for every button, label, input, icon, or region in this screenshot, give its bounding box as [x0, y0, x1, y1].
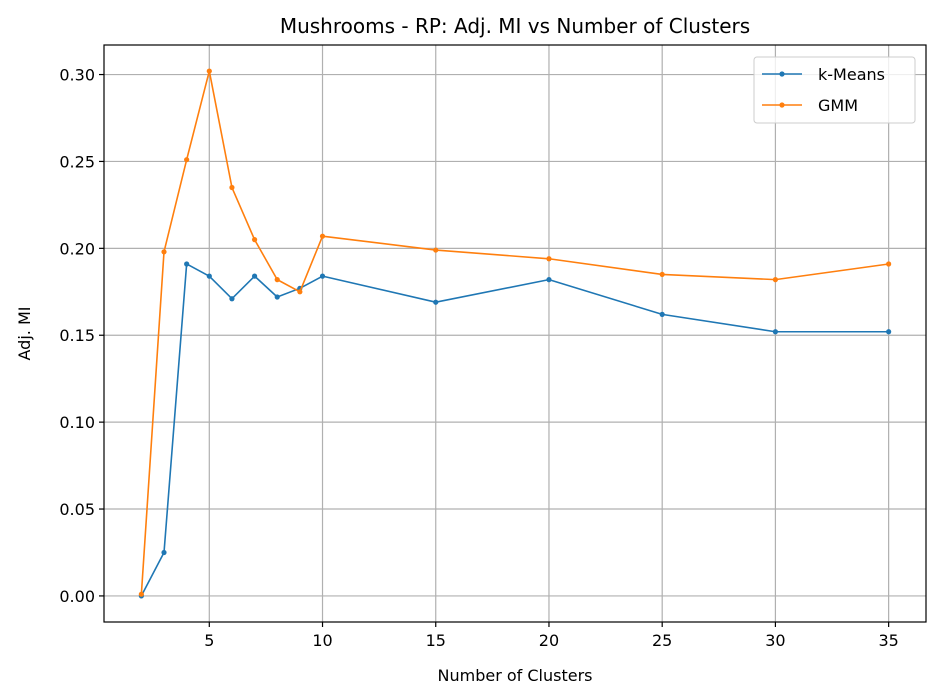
- chart-title: Mushrooms - RP: Adj. MI vs Number of Clu…: [280, 14, 750, 38]
- x-tick-label: 5: [204, 631, 214, 650]
- grid-lines: [104, 45, 926, 622]
- data-point-gmm: [546, 256, 552, 262]
- x-tick-label: 10: [312, 631, 332, 650]
- data-point-gmm: [161, 249, 167, 255]
- legend-label-k-means: k-Means: [818, 65, 885, 84]
- legend-marker-gmm: [779, 102, 785, 108]
- data-point-k-means: [546, 277, 552, 283]
- y-tick-label: 0.30: [59, 66, 95, 85]
- data-point-gmm: [184, 157, 190, 163]
- y-tick-label: 0.00: [59, 587, 95, 606]
- y-axis-title: Adj. MI: [15, 307, 34, 361]
- x-axis-title: Number of Clusters: [438, 666, 593, 685]
- x-tick-label: 30: [765, 631, 785, 650]
- data-point-k-means: [274, 294, 280, 300]
- y-tick-label: 0.20: [59, 239, 95, 258]
- data-point-gmm: [433, 247, 439, 253]
- x-tick-label: 25: [652, 631, 672, 650]
- data-point-k-means: [161, 549, 167, 556]
- data-point-gmm: [772, 277, 779, 283]
- data-point-gmm: [297, 289, 303, 295]
- series-line-k-means: [140, 263, 889, 597]
- legend-marker-k-means: [779, 71, 785, 77]
- series-line-gmm: [140, 70, 889, 595]
- data-point-k-means: [659, 311, 665, 317]
- data-point-gmm: [274, 277, 280, 283]
- x-tick-label: 15: [426, 631, 446, 650]
- data-point-gmm: [138, 591, 144, 597]
- data-point-gmm: [251, 237, 258, 243]
- tick-layer: 5 10 15 20 25 30 35 0.00 0.05 0.10 0.15 0.20 0.25 0.3…: [59, 66, 898, 650]
- legend: k-Means GMM: [753, 56, 916, 124]
- data-point-gmm: [229, 184, 235, 191]
- x-tick-label: 20: [539, 631, 559, 650]
- data-point-k-means: [772, 329, 779, 335]
- data-point-gmm: [886, 261, 892, 267]
- data-point-k-means: [886, 329, 892, 335]
- data-point-gmm: [206, 68, 212, 74]
- data-point-k-means: [251, 273, 258, 279]
- y-tick-label: 0.05: [59, 500, 95, 519]
- y-tick-label: 0.25: [59, 152, 95, 171]
- x-tick-label: 35: [878, 631, 898, 650]
- y-tick-label: 0.15: [59, 326, 95, 345]
- data-point-k-means: [433, 299, 439, 305]
- data-point-k-means: [229, 296, 235, 302]
- plot-frame: [103, 44, 927, 623]
- legend-label-gmm: GMM: [818, 96, 858, 115]
- data-point-gmm: [659, 271, 665, 278]
- data-point-k-means: [184, 261, 190, 267]
- data-point-k-means: [206, 273, 212, 279]
- data-point-k-means: [319, 273, 326, 279]
- series-layer: [138, 68, 892, 599]
- y-tick-label: 0.10: [59, 413, 95, 432]
- data-point-gmm: [319, 233, 326, 239]
